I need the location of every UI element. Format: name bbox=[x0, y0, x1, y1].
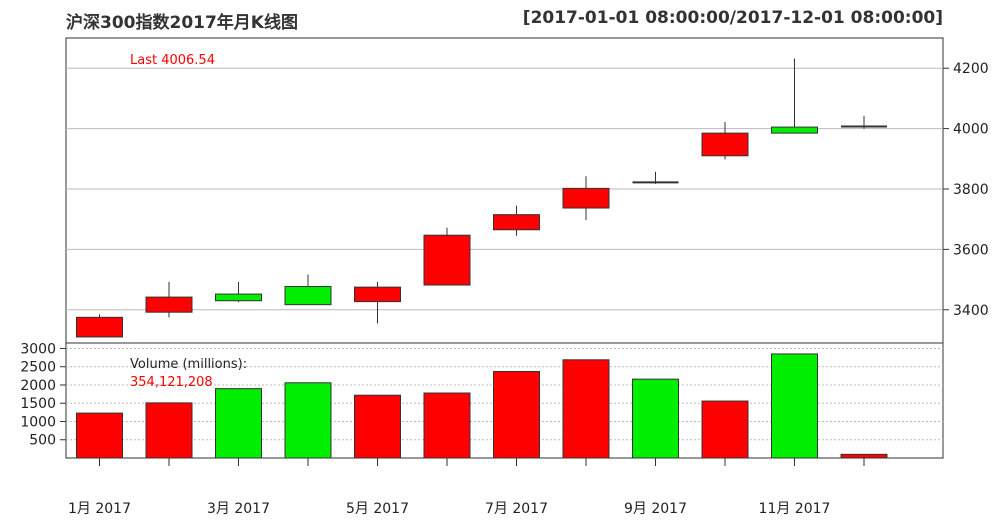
volume-bar bbox=[145, 402, 193, 459]
volume-bar bbox=[215, 388, 262, 459]
volume-tick-label: 1500 bbox=[20, 396, 56, 412]
volume-tick-label: 2000 bbox=[20, 378, 56, 394]
candle-body bbox=[562, 187, 610, 209]
volume-tick-label: 1000 bbox=[20, 414, 56, 430]
volume-bar bbox=[701, 400, 749, 459]
x-tick-label: 5月 2017 bbox=[346, 501, 409, 517]
volume-bar bbox=[354, 394, 401, 459]
price-tick-label: 3800 bbox=[953, 182, 989, 198]
candle-body bbox=[423, 234, 471, 286]
price-panel-frame bbox=[65, 37, 944, 344]
price-tick-label: 3400 bbox=[953, 303, 989, 319]
candle-body bbox=[701, 132, 749, 157]
candle-body bbox=[493, 214, 540, 231]
volume-bar bbox=[493, 370, 540, 459]
candle-body bbox=[284, 286, 332, 306]
volume-last-value: 354,121,208 bbox=[130, 375, 213, 390]
price-tick-label: 4200 bbox=[953, 61, 989, 77]
x-tick-label: 11月 2017 bbox=[759, 501, 831, 517]
candle-layer bbox=[76, 58, 887, 338]
volume-bar bbox=[840, 453, 888, 459]
volume-label: Volume (millions): bbox=[130, 357, 247, 372]
candle-body bbox=[76, 316, 123, 338]
x-tick-label: 9月 2017 bbox=[624, 501, 687, 517]
price-tick-label: 3600 bbox=[953, 242, 989, 258]
x-tick-label: 1月 2017 bbox=[68, 501, 131, 517]
volume-tick-label: 3000 bbox=[20, 341, 56, 357]
x-tick-label: 7月 2017 bbox=[485, 501, 548, 517]
volume-bar bbox=[76, 412, 123, 459]
volume-tick-label: 2500 bbox=[20, 360, 56, 376]
volume-bar bbox=[562, 359, 610, 459]
price-tick-label: 4000 bbox=[953, 122, 989, 138]
date-range-label: [2017-01-01 08:00:00/2017-12-01 08:00:00… bbox=[522, 8, 943, 28]
chart-title: 沪深300指数2017年月K线图 bbox=[66, 13, 298, 33]
candle-body bbox=[771, 126, 818, 134]
candle-body bbox=[354, 286, 401, 303]
candle-body bbox=[145, 296, 193, 313]
volume-bar bbox=[771, 353, 818, 459]
volume-bar bbox=[284, 382, 332, 459]
last-price-label: Last 4006.54 bbox=[130, 53, 215, 68]
volume-tick-label: 500 bbox=[29, 433, 56, 449]
volume-bar bbox=[632, 378, 679, 459]
candle-body bbox=[215, 293, 262, 302]
axis-layer: 3400 3600 3800 4000 4200 500 1000 1500 2000 2500 3… bbox=[20, 61, 988, 517]
volume-bar bbox=[423, 392, 471, 459]
x-tick-label: 3月 2017 bbox=[207, 501, 270, 517]
volume-layer bbox=[76, 353, 888, 459]
